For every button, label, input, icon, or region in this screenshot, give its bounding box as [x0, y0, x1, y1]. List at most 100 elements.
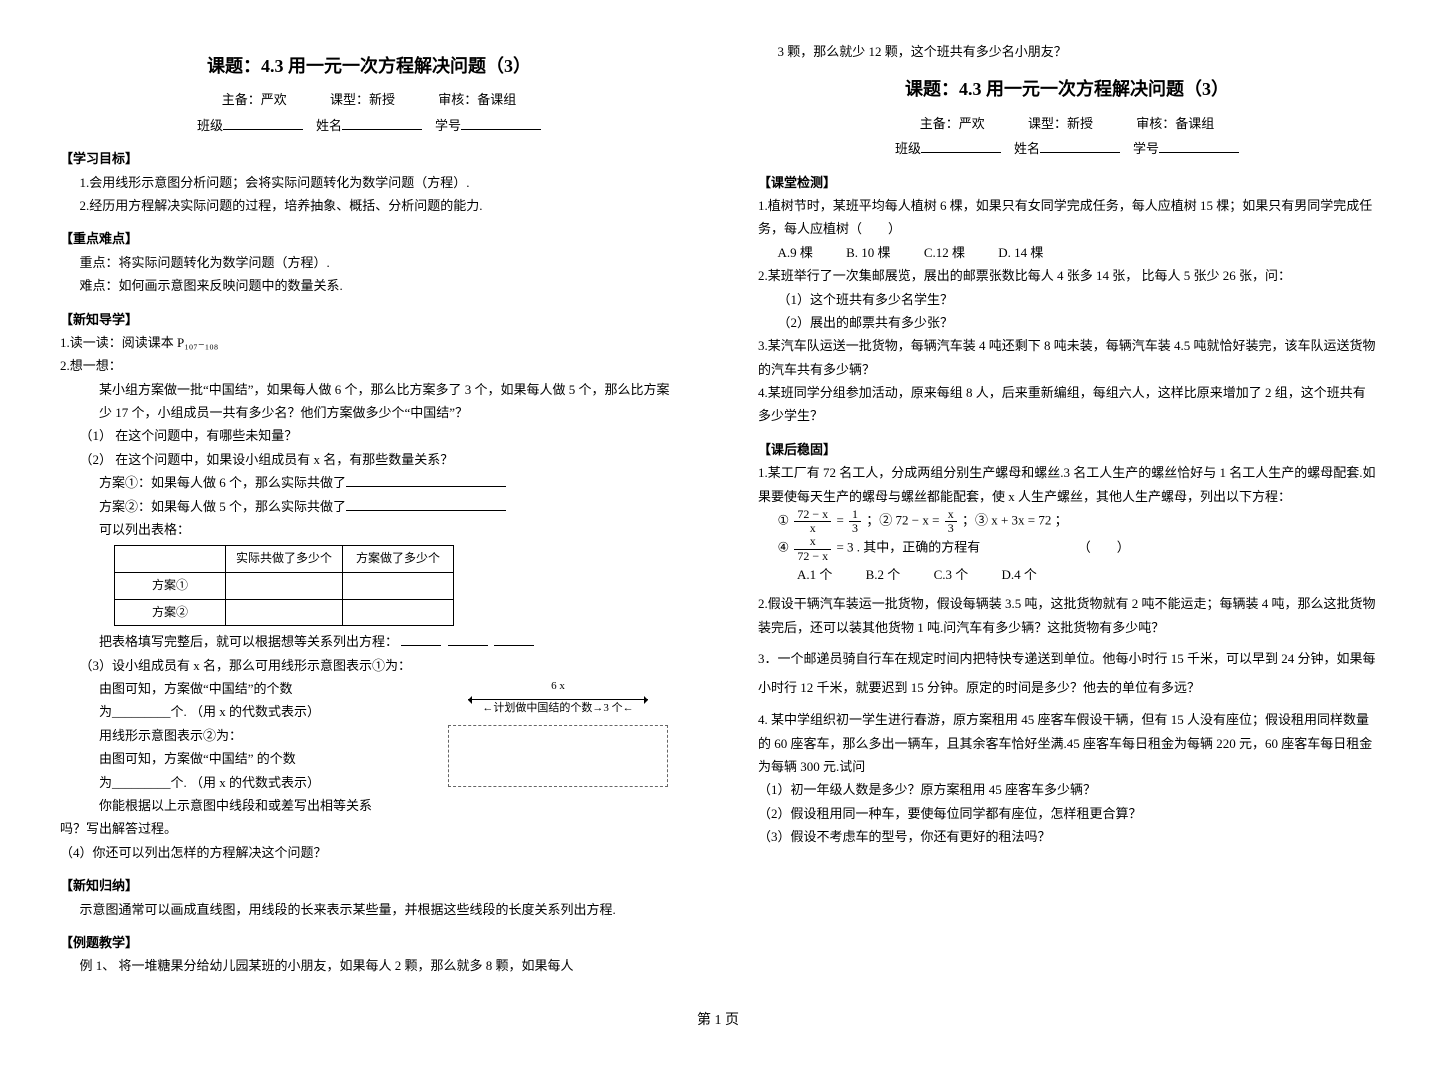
table-r1c1[interactable] [226, 573, 343, 600]
table-header-row: 实际共做了多少个 方案做了多少个 [115, 546, 454, 573]
author-label-r: 主备：严欢 [920, 116, 985, 131]
section-keypoints-header: 【重点难点】 [60, 227, 678, 250]
table-h1 [115, 546, 226, 573]
section-newlearn-header: 【新知导学】 [60, 308, 678, 331]
hw-p1-opt-c[interactable]: C.3 个 [934, 563, 969, 586]
keypoint-1: 重点：将实际问题转化为数学问题（方程）. [80, 251, 679, 274]
type-label-r: 课型：新授 [1028, 116, 1093, 131]
review-label: 审核：备课组 [438, 92, 516, 107]
eq1-pre: ① [778, 513, 790, 528]
ct-q1-options: A.9 棵 B. 10 棵 C.12 棵 D. 14 棵 [778, 241, 1377, 264]
section-examples-header: 【例题教学】 [60, 931, 678, 954]
after-table-line: 把表格填写完整后，就可以根据想等关系列出方程： [99, 630, 678, 653]
eq3-text: ；③ x + 3x = 72 ； [962, 513, 1068, 528]
goal-1: 1.会用线形示意图分析问题；会将实际问题转化为数学问题（方程）. [80, 171, 679, 194]
page-number: 第 1 页 [60, 1008, 1376, 1033]
eq1-lhs-frac: 72 − xx [794, 508, 831, 535]
section-summary-header: 【新知归纳】 [60, 874, 678, 897]
table-r1c2[interactable] [343, 573, 454, 600]
class-blank-r[interactable] [921, 139, 1001, 153]
hw-p2: 2.假设干辆汽车装运一批货物，假设每辆装 3.5 吨，这批货物就有 2 吨不能运… [758, 592, 1376, 639]
eq4-num: x [794, 535, 831, 549]
ct-q1: 1.植树节时，某班平均每人植树 6 棵，如果只有女同学完成任务，每人应植树 15… [758, 194, 1376, 241]
ct-q3: 3.某汽车队运送一批货物，每辆汽车装 4 吨还剩下 8 吨未装，每辆汽车装 4.… [758, 334, 1376, 381]
type-label: 课型：新授 [330, 92, 395, 107]
name-blank-r[interactable] [1040, 139, 1120, 153]
hw-p4-1: （1）初一年级人数是多少？原方案租用 45 座客车多少辆？ [758, 778, 1376, 801]
hw-p1-equations: ① 72 − xx = 13 ；② 72 − x = x3 ；③ x + 3x … [778, 508, 1377, 535]
hw-p1-opt-d[interactable]: D.4 个 [1001, 563, 1036, 586]
hw-p1-opt-b[interactable]: B.2 个 [866, 563, 901, 586]
ct-q1-opt-b[interactable]: B. 10 棵 [846, 241, 890, 264]
eq1-rnum: 1 [849, 508, 861, 522]
diagram-top-arrow [468, 699, 648, 700]
subq-3: （3）设小组成员有 x 名，那么可用线形示意图表示①为： [80, 654, 679, 677]
id-blank-r[interactable] [1159, 139, 1239, 153]
table-h3: 方案做了多少个 [343, 546, 454, 573]
eq2-text: ；② 72 − x = [866, 513, 939, 528]
diagram-mid-label: ←计划做中国结的个数→ [482, 702, 603, 714]
table-row: 方案② [115, 599, 454, 626]
table-r1-label: 方案① [115, 573, 226, 600]
meta-line-2-right: 班级 姓名 学号 [758, 137, 1376, 160]
table-r2c1[interactable] [226, 599, 343, 626]
ct-q1-opt-d[interactable]: D. 14 棵 [998, 241, 1043, 264]
diagram-box: 6 x ←计划做中国结的个数→3 个← [448, 681, 668, 787]
hw-p1-opt-a[interactable]: A.1 个 [797, 563, 832, 586]
eq-blank-2[interactable] [448, 632, 488, 646]
table-intro: 可以列出表格： [99, 518, 678, 541]
plan-2-line: 方案②：如果每人做 5 个，那么实际共做了 [99, 495, 678, 518]
name-blank[interactable] [342, 116, 422, 130]
plan-1-line: 方案①：如果每人做 6 个，那么实际共做了 [99, 471, 678, 494]
author-label: 主备：严欢 [222, 92, 287, 107]
section-classtest-header: 【课堂检测】 [758, 171, 1376, 194]
goal-2: 2.经历用方程解决实际问题的过程，培养抽象、概括、分析问题的能力. [80, 194, 679, 217]
keypoint-2: 难点：如何画示意图来反映问题中的数量关系. [80, 274, 679, 297]
plan-1-blank[interactable] [346, 473, 506, 487]
eq-blank-3[interactable] [494, 632, 534, 646]
think-line: 2.想一想： [60, 354, 678, 377]
review-label-r: 审核：备课组 [1136, 116, 1214, 131]
diagram-dashed-box [448, 725, 668, 787]
plan-2-blank[interactable] [346, 497, 506, 511]
subq-2: （2） 在这个问题中，如果设小组成员有 x 名，有那些数量关系？ [80, 448, 679, 471]
hw-p3: 3．一个邮递员骑自行车在规定时间内把特快专递送到单位。他每小时行 15 千米，可… [758, 645, 1376, 702]
meta-line-2: 班级 姓名 学号 [60, 114, 678, 137]
class-label-r: 班级 [895, 141, 921, 156]
subq-1: （1） 在这个问题中，有哪些未知量？ [80, 424, 679, 447]
read-line: 1.读一读：阅读课本 P₁₀₇₋₁₀₈ [60, 331, 678, 354]
subq-4: （4）你还可以列出怎样的方程解决这个问题？ [60, 841, 678, 864]
diagram-caption-5: 吗？写出解答过程。 [60, 817, 678, 840]
hw-p4-3: （3）假设不考虑车的型号，你还有更好的租法吗？ [758, 825, 1376, 848]
page-title: 课题：4.3 用一元一次方程解决问题（3） [60, 50, 678, 82]
table-h2: 实际共做了多少个 [226, 546, 343, 573]
hw-p4: 4. 某中学组织初一学生进行春游，原方案租用 45 座客车假设干辆，但有 15 … [758, 708, 1376, 778]
eq1-rhs-frac: 13 [849, 508, 861, 535]
diagram-three-label: 3 个 [603, 702, 622, 714]
meta-line-1-right: 主备：严欢 课型：新授 审核：备课组 [758, 112, 1376, 135]
ct-q1-opt-a[interactable]: A.9 棵 [778, 241, 813, 264]
think-problem: 某小组方案做一批“中国结”，如果每人做 6 个，那么比方案多了 3 个，如果每人… [99, 378, 678, 425]
eq1-num: 72 − x [794, 508, 831, 522]
ct-q1-opt-c[interactable]: C.12 棵 [924, 241, 965, 264]
id-blank[interactable] [461, 116, 541, 130]
eq-blank-1[interactable] [401, 632, 441, 646]
class-blank[interactable] [223, 116, 303, 130]
left-column: 课题：4.3 用一元一次方程解决问题（3） 主备：严欢 课型：新授 审核：备课组… [60, 40, 678, 978]
eq2-rden: 3 [945, 522, 957, 535]
eq1-eq: = [836, 513, 843, 528]
example-1-cont: 3 颗，那么就少 12 颗，这个班共有多少名小朋友？ [778, 40, 1377, 63]
table-r2c2[interactable] [343, 599, 454, 626]
page-title-right: 课题：4.3 用一元一次方程解决问题（3） [758, 73, 1376, 105]
table-row: 方案① [115, 573, 454, 600]
plan-table: 实际共做了多少个 方案做了多少个 方案① 方案② [114, 545, 454, 626]
eq2-rhs-frac: x3 [945, 508, 957, 535]
hw-p1-eq4: ④ x72 − x = 3 . 其中，正确的方程有 （ ） [778, 535, 1377, 562]
section-goals-header: 【学习目标】 [60, 147, 678, 170]
meta-line-1: 主备：严欢 课型：新授 审核：备课组 [60, 88, 678, 111]
table-r2-label: 方案② [115, 599, 226, 626]
diagram-right-arrow: ← [623, 702, 634, 714]
ct-q2: 2.某班举行了一次集邮展览，展出的邮票张数比每人 4 张多 14 张， 比每人 … [758, 264, 1376, 287]
class-label: 班级 [197, 118, 223, 133]
ct-q2-2: （2）展出的邮票共有多少张？ [778, 311, 1377, 334]
